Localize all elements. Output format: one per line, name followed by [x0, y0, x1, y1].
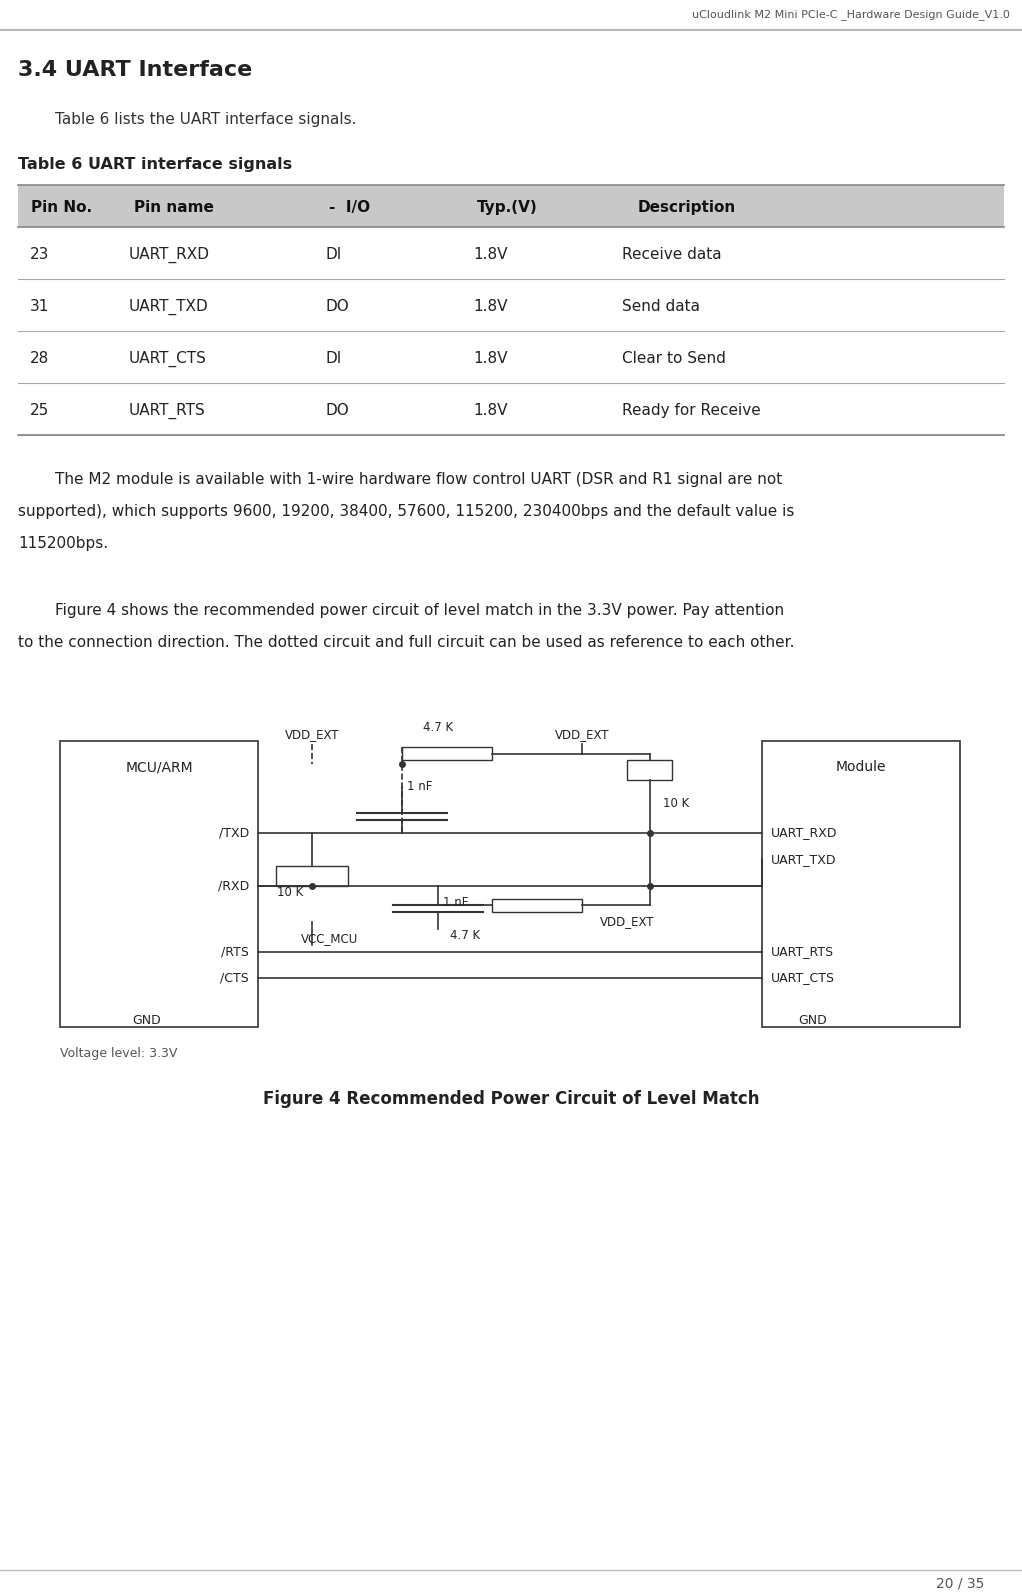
- Bar: [18, 226, 1004, 279]
- Text: UART_CTS: UART_CTS: [771, 971, 835, 984]
- Text: MCU/ARM: MCU/ARM: [125, 759, 193, 774]
- Bar: [60, 740, 258, 1027]
- Bar: [402, 747, 492, 761]
- Text: 4.7 K: 4.7 K: [423, 721, 453, 734]
- Text: DO: DO: [326, 299, 350, 314]
- Text: 1.8V: 1.8V: [474, 299, 508, 314]
- Text: UART_TXD: UART_TXD: [771, 853, 836, 866]
- Text: GND: GND: [798, 1014, 827, 1027]
- Text: Send data: Send data: [621, 299, 700, 314]
- Text: Description: Description: [638, 201, 736, 215]
- Text: The M2 module is available with 1-wire hardware flow control UART (DSR and R1 si: The M2 module is available with 1-wire h…: [55, 471, 782, 487]
- Text: Ready for Receive: Ready for Receive: [621, 403, 760, 419]
- Text: /TXD: /TXD: [219, 826, 249, 839]
- Text: /RXD: /RXD: [218, 879, 249, 892]
- Text: 1.8V: 1.8V: [474, 247, 508, 263]
- Text: UART_TXD: UART_TXD: [129, 299, 208, 315]
- Text: Table 6 lists the UART interface signals.: Table 6 lists the UART interface signals…: [55, 113, 357, 127]
- Text: /RTS: /RTS: [221, 946, 249, 958]
- Text: UART_RTS: UART_RTS: [771, 946, 834, 958]
- Text: Figure 4 shows the recommended power circuit of level match in the 3.3V power. P: Figure 4 shows the recommended power cir…: [55, 603, 784, 618]
- Text: DO: DO: [326, 403, 350, 419]
- Text: Typ.(V): Typ.(V): [477, 201, 538, 215]
- Text: 28: 28: [30, 352, 49, 366]
- Text: DI: DI: [326, 247, 342, 263]
- Text: /CTS: /CTS: [221, 971, 249, 984]
- Bar: [18, 185, 1004, 226]
- Text: VCC_MCU: VCC_MCU: [301, 931, 359, 946]
- Text: DI: DI: [326, 352, 342, 366]
- Text: VDD_EXT: VDD_EXT: [555, 728, 609, 740]
- Text: 1 nF: 1 nF: [444, 896, 469, 909]
- Text: Table 6 UART interface signals: Table 6 UART interface signals: [18, 158, 292, 172]
- Text: 10 K: 10 K: [277, 885, 303, 899]
- Text: -  I/O: - I/O: [329, 201, 370, 215]
- Bar: [18, 331, 1004, 382]
- Text: supported), which supports 9600, 19200, 38400, 57600, 115200, 230400bps and the : supported), which supports 9600, 19200, …: [18, 505, 794, 519]
- Text: uCloudlink M2 Mini PCIe-C _Hardware Design Guide_V1.0: uCloudlink M2 Mini PCIe-C _Hardware Desi…: [692, 10, 1010, 21]
- Text: 10 K: 10 K: [663, 796, 689, 810]
- Bar: [628, 761, 672, 780]
- Text: 3.4 UART Interface: 3.4 UART Interface: [18, 60, 252, 80]
- Bar: [492, 899, 582, 912]
- Bar: [18, 382, 1004, 435]
- Text: 4.7 K: 4.7 K: [450, 928, 480, 941]
- Bar: [762, 740, 960, 1027]
- Text: 20 / 35: 20 / 35: [936, 1576, 984, 1590]
- Text: Figure 4 Recommended Power Circuit of Level Match: Figure 4 Recommended Power Circuit of Le…: [263, 1091, 759, 1108]
- Bar: [18, 279, 1004, 331]
- Text: 31: 31: [30, 299, 49, 314]
- Text: Receive data: Receive data: [621, 247, 722, 263]
- Text: Voltage level: 3.3V: Voltage level: 3.3V: [60, 1048, 178, 1060]
- Text: Module: Module: [836, 759, 886, 774]
- Text: 23: 23: [30, 247, 49, 263]
- Text: GND: GND: [132, 1014, 160, 1027]
- Text: Clear to Send: Clear to Send: [621, 352, 726, 366]
- Text: VDD_EXT: VDD_EXT: [600, 915, 654, 928]
- Text: Pin name: Pin name: [135, 201, 215, 215]
- Bar: [276, 866, 349, 885]
- Text: VDD_EXT: VDD_EXT: [285, 728, 339, 740]
- Text: 1.8V: 1.8V: [474, 403, 508, 419]
- Text: UART_RXD: UART_RXD: [129, 247, 210, 263]
- Text: UART_CTS: UART_CTS: [129, 350, 206, 366]
- Text: Pin No.: Pin No.: [31, 201, 92, 215]
- Text: to the connection direction. The dotted circuit and full circuit can be used as : to the connection direction. The dotted …: [18, 635, 794, 650]
- Text: UART_RTS: UART_RTS: [129, 403, 205, 419]
- Text: 115200bps.: 115200bps.: [18, 537, 108, 551]
- Text: 25: 25: [30, 403, 49, 419]
- Text: 1 nF: 1 nF: [408, 780, 432, 793]
- Text: 1.8V: 1.8V: [474, 352, 508, 366]
- Text: UART_RXD: UART_RXD: [771, 826, 837, 839]
